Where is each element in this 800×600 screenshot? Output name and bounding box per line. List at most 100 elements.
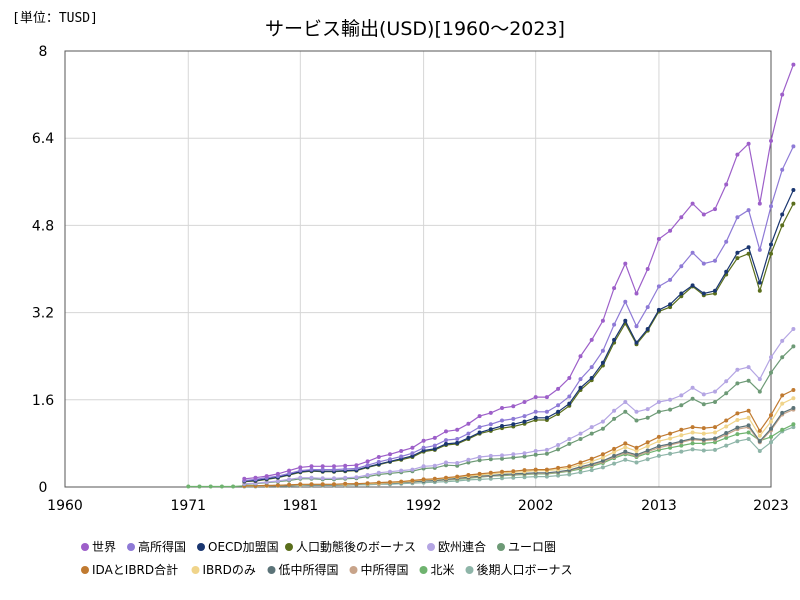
data-point [600,455,605,460]
y-tick-label: 6.4 [32,131,54,147]
data-point [309,464,314,469]
data-point [287,482,292,487]
y-tick-label: 0 [39,480,48,496]
data-point [645,415,650,420]
legend-item[interactable]: OECD加盟国 [197,540,279,554]
data-point [713,288,717,293]
y-tick-label: 3.2 [32,306,54,322]
data-point [365,463,370,468]
data-point [567,472,572,477]
legend-item[interactable]: 人口動態後のボーナス [285,539,416,554]
data-point [690,441,695,446]
data-point [365,459,370,464]
data-point [724,391,729,396]
data-point [511,416,516,421]
legend-item[interactable]: 低中所得国 [267,562,339,577]
data-point [388,457,392,462]
data-point [612,453,617,458]
data-point [600,465,605,470]
data-point [612,322,617,327]
data-point [242,476,247,481]
data-point [343,481,348,486]
legend-item[interactable]: ユーロ圏 [497,540,556,554]
data-point [600,318,605,323]
chart-title: サービス輸出(USD)[1960～2023] [265,18,565,40]
data-point [500,456,504,461]
data-point [780,338,785,343]
legend-item[interactable]: 世界 [81,540,116,554]
legend-item[interactable]: 中所得国 [349,562,409,577]
data-point [522,400,527,404]
data-point [399,479,404,484]
x-tick-label: 2002 [518,498,554,514]
data-point [332,464,336,469]
data-point [388,452,392,457]
legend-item[interactable]: 欧州連合 [427,539,486,554]
data-point [791,388,796,392]
data-point [511,455,516,460]
legend-item[interactable]: IDAとIBRD合計 [81,562,178,577]
data-point [556,409,561,414]
data-point [668,407,673,412]
data-point [376,459,381,464]
data-point [668,441,673,446]
data-point [522,454,527,459]
data-point [757,247,762,252]
data-point [455,437,460,441]
data-point [769,434,773,439]
legend-marker [349,566,358,574]
data-point [309,482,314,487]
data-point [780,393,785,398]
data-point [724,269,729,274]
data-point [578,377,583,382]
data-point [600,452,605,457]
data-point [713,447,717,452]
legend-label: 中所得国 [361,562,409,577]
data-point [634,340,639,345]
data-point [533,395,538,400]
data-point [432,476,437,481]
data-point [791,425,796,430]
data-point [735,256,740,261]
data-point [634,449,639,453]
data-point [713,425,717,430]
data-point [298,468,303,473]
data-point [679,393,684,398]
data-point [656,400,661,404]
data-point [309,467,314,472]
series-line [244,189,794,482]
data-point [780,355,785,360]
data-point [757,201,762,206]
legend-item[interactable]: IBRDのみ [191,563,256,577]
data-point [466,473,471,477]
data-point [746,408,751,413]
data-point [186,484,191,489]
data-point [455,427,460,432]
data-point [612,446,617,451]
data-point [735,418,740,422]
data-point [634,418,639,423]
data-point [656,409,661,414]
data-point [780,92,785,97]
legend-item[interactable]: 後期人口ボーナス [465,563,573,577]
legend-item[interactable]: 高所得国 [127,539,186,554]
data-point [600,419,605,424]
data-point [388,480,392,485]
data-point [488,470,493,475]
legend-marker [285,543,293,551]
data-point [757,433,762,438]
data-point [533,467,538,472]
data-point [500,418,504,423]
data-point [522,468,527,473]
data-point [724,424,729,429]
data-point [656,434,661,439]
data-point [332,467,336,472]
data-point [645,444,650,449]
data-point [388,469,392,474]
series-line [244,328,794,485]
legend-label: 後期人口ボーナス [477,563,573,577]
data-point [757,389,762,394]
legend-item[interactable]: 北米 [419,563,455,577]
data-point [343,467,348,471]
data-point [578,470,583,475]
